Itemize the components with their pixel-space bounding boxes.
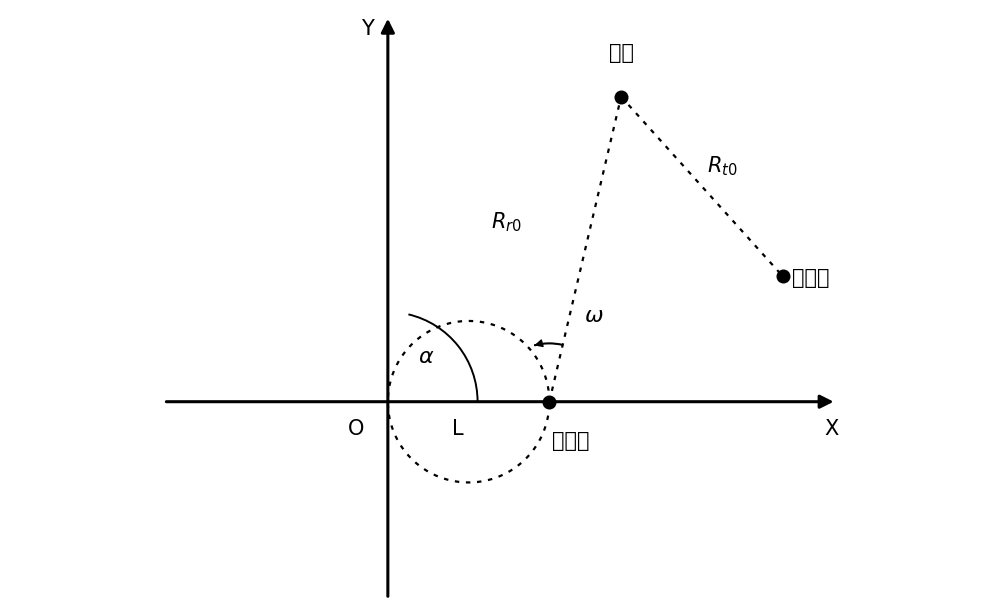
Text: O: O (348, 419, 365, 438)
Text: $\omega$: $\omega$ (584, 306, 604, 327)
Text: X: X (825, 419, 839, 438)
Text: $R_{t0}$: $R_{t0}$ (707, 154, 737, 178)
Text: 目标: 目标 (609, 43, 634, 63)
Point (775, 271, 791, 281)
Text: $R_{r0}$: $R_{r0}$ (491, 210, 522, 234)
Text: $\alpha$: $\alpha$ (418, 346, 434, 368)
Text: Y: Y (361, 20, 374, 39)
Text: 发射机: 发射机 (792, 268, 829, 288)
Point (541, 397, 557, 407)
Text: 接收机: 接收机 (552, 431, 589, 451)
Point (613, 92, 629, 101)
Text: L: L (452, 419, 463, 438)
